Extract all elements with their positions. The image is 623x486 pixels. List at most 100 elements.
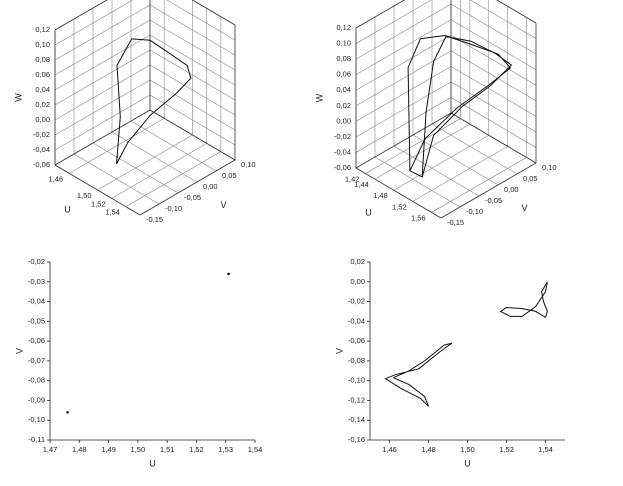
z-tick-label: 0,02 bbox=[336, 101, 351, 110]
axis-line bbox=[355, 0, 406, 29]
x-tick-label: 1,54 bbox=[538, 445, 553, 454]
z-axis-title: W bbox=[13, 93, 23, 102]
y-tick-label: -0,06 bbox=[28, 336, 45, 345]
axis-line bbox=[54, 0, 108, 31]
grid-line bbox=[450, 81, 537, 133]
z-tick-label: -0,02 bbox=[33, 130, 50, 139]
y-tick-label: -0,11 bbox=[28, 435, 45, 444]
axis-line bbox=[54, 109, 151, 166]
axis-line bbox=[355, 112, 452, 169]
grid-line bbox=[355, 50, 452, 107]
y-tick-label: -0,16 bbox=[348, 435, 365, 444]
x-tick-label: 1,51 bbox=[160, 445, 175, 454]
y-tick-label: 0,02 bbox=[350, 257, 365, 266]
grid-line bbox=[125, 151, 221, 207]
z-tick-label: 0,02 bbox=[35, 100, 50, 109]
z-tick-label: 0,08 bbox=[336, 54, 351, 63]
x-axis-title: U bbox=[149, 458, 156, 468]
x-tick-label: 1,48 bbox=[373, 191, 388, 200]
grid-line bbox=[393, 134, 489, 191]
z-axis-title: W bbox=[314, 93, 324, 102]
y-axis-title: V bbox=[220, 200, 226, 210]
y-tick-label: -0,02 bbox=[348, 297, 365, 306]
y-tick-label: -0,10 bbox=[165, 204, 182, 213]
grid-line bbox=[355, 0, 405, 29]
grid-line bbox=[54, 49, 151, 106]
z-tick-label: 0,04 bbox=[35, 85, 50, 94]
x-axis-title: U bbox=[365, 207, 372, 217]
y-axis-title: V bbox=[334, 348, 344, 354]
y-tick-label: -0,05 bbox=[184, 193, 201, 202]
x-tick-label: 1,49 bbox=[101, 445, 116, 454]
grid-line bbox=[469, 0, 537, 39]
x-tick-label: 1,42 bbox=[345, 175, 360, 184]
x-tick-label: 1,52 bbox=[189, 445, 204, 454]
x-tick-label: 1,48 bbox=[72, 445, 87, 454]
y-tick-label: 0,00 bbox=[203, 182, 218, 191]
grid-line bbox=[412, 134, 499, 186]
y-tick-label: 0,10 bbox=[542, 163, 557, 172]
x-tick-label: 1,47 bbox=[43, 445, 58, 454]
z-tick-label: 0,10 bbox=[35, 40, 50, 49]
y-tick-label: -0,15 bbox=[146, 215, 163, 224]
grid-line bbox=[355, 97, 452, 153]
x-tick-label: 1,52 bbox=[91, 199, 106, 208]
x-tick-label: 1,50 bbox=[131, 445, 146, 454]
axis-line bbox=[355, 167, 442, 219]
z-tick-label: 0,06 bbox=[336, 70, 351, 79]
y-tick-label: -0,07 bbox=[28, 356, 45, 365]
grid-line bbox=[431, 123, 518, 175]
y-tick-label: -0,10 bbox=[28, 415, 45, 424]
grid-line bbox=[355, 3, 452, 60]
grid-line bbox=[54, 79, 151, 136]
z-tick-label: 0,08 bbox=[35, 55, 50, 64]
x-tick-label: 1,50 bbox=[460, 445, 475, 454]
y-tick-label: -0,09 bbox=[28, 395, 45, 404]
grid-line bbox=[355, 66, 452, 122]
grid-line bbox=[365, 118, 461, 174]
z-tick-label: -0,04 bbox=[334, 147, 351, 156]
y-tick-label: 0,05 bbox=[222, 171, 237, 180]
z-tick-label: 0,00 bbox=[35, 115, 50, 124]
grid-line bbox=[431, 157, 527, 213]
y-tick-label: -0,04 bbox=[28, 297, 45, 306]
z-tick-label: -0,06 bbox=[33, 160, 50, 169]
grid-line bbox=[111, 143, 207, 199]
z-tick-label: 0,00 bbox=[336, 116, 351, 125]
y-tick-label: 0,10 bbox=[241, 160, 256, 169]
grid-line bbox=[412, 146, 508, 202]
z-tick-label: -0,06 bbox=[334, 163, 351, 172]
y-tick-label: 0,05 bbox=[523, 174, 538, 183]
axis-line bbox=[440, 162, 537, 219]
x-tick-label: 1,50 bbox=[77, 191, 92, 200]
grid-line bbox=[355, 34, 452, 91]
grid-line bbox=[450, 19, 537, 70]
y-tick-label: -0,12 bbox=[348, 395, 365, 404]
y-tick-label: -0,10 bbox=[466, 207, 483, 216]
x-tick-label: 1,48 bbox=[421, 445, 436, 454]
x-tick-label: 1,46 bbox=[382, 445, 397, 454]
grid-line bbox=[355, 19, 452, 75]
grid-line bbox=[374, 156, 461, 208]
grid-line bbox=[450, 66, 537, 117]
x-tick-label: 1,54 bbox=[105, 208, 120, 217]
axis-line bbox=[496, 0, 537, 24]
axis-line bbox=[191, 0, 236, 26]
x-tick-label: 1,56 bbox=[411, 213, 426, 222]
y-tick-label: -0,14 bbox=[348, 415, 365, 424]
x-tick-label: 1,44 bbox=[354, 180, 369, 189]
grid-line bbox=[355, 0, 432, 44]
grid-line bbox=[450, 50, 537, 102]
y-axis-title: V bbox=[14, 348, 24, 354]
y-tick-label: -0,05 bbox=[485, 196, 502, 205]
grid-line bbox=[355, 81, 452, 138]
axis-line bbox=[139, 159, 236, 216]
y-tick-label: -0,06 bbox=[348, 336, 365, 345]
x-tick-label: 1,46 bbox=[49, 174, 64, 183]
y-tick-label: -0,02 bbox=[28, 257, 45, 266]
x-tick-label: 1,52 bbox=[392, 202, 407, 211]
axis-line bbox=[450, 112, 537, 164]
grid-line bbox=[450, 34, 537, 86]
grid-line bbox=[54, 0, 108, 31]
z-tick-label: 0,12 bbox=[336, 23, 351, 32]
